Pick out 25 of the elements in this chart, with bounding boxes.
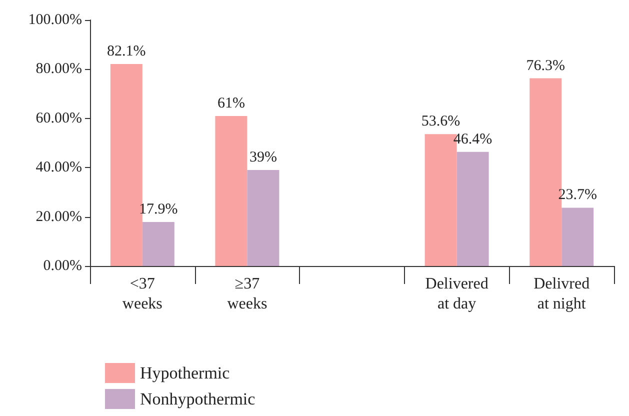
x-tick-label: Delivred at night <box>534 276 590 312</box>
x-tick-label: Delivered at day <box>425 276 488 312</box>
bar <box>215 116 248 266</box>
data-label: 76.3% <box>526 58 565 74</box>
data-label: 82.1% <box>107 44 146 60</box>
x-tick-label: ≥37 weeks <box>227 276 268 312</box>
y-tick-label: 40.00% <box>36 160 82 176</box>
bar <box>562 208 594 266</box>
y-tick-label: 100.00% <box>28 12 82 28</box>
legend-label: Nonhypothermic <box>140 390 256 408</box>
data-label: 46.4% <box>453 131 492 148</box>
bar <box>456 152 489 266</box>
data-label: 39% <box>249 150 277 166</box>
y-tick-label: 0.00% <box>43 258 82 274</box>
bar <box>142 222 174 266</box>
x-tick-label: <37 weeks <box>122 276 162 312</box>
data-label: 53.6% <box>421 114 460 130</box>
y-tick-label: 20.00% <box>36 208 82 225</box>
bar <box>247 170 280 266</box>
data-label: 17.9% <box>139 201 178 218</box>
data-label: 61% <box>217 95 245 112</box>
y-tick-label: 60.00% <box>36 110 82 126</box>
legend-label: Hypothermic <box>140 364 230 382</box>
y-tick-label: 80.00% <box>36 61 82 78</box>
data-label: 23.7% <box>558 187 597 204</box>
